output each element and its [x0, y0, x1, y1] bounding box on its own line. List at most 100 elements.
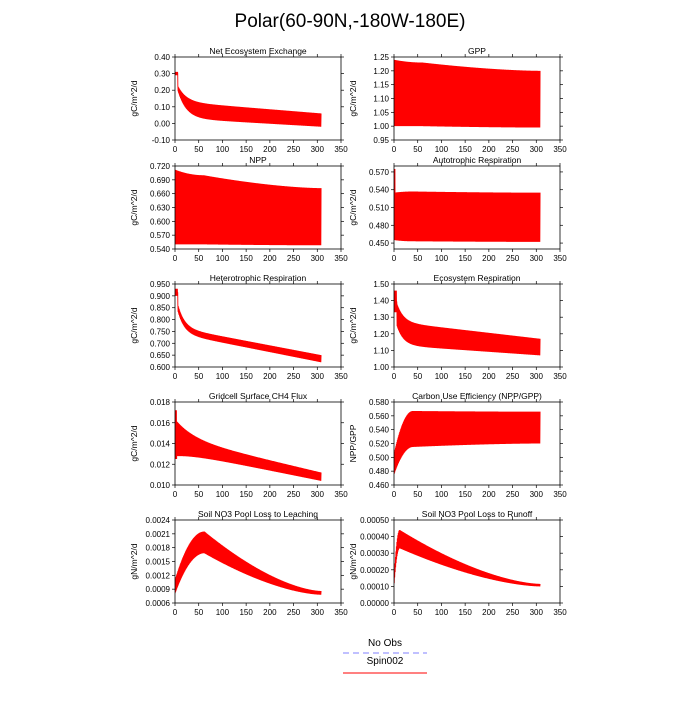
x-tick-label: 200: [482, 490, 496, 499]
panel-title: NPP: [249, 155, 267, 165]
x-tick-label: 100: [435, 490, 449, 499]
x-tick-label: 250: [287, 145, 301, 154]
x-tick-label: 250: [506, 608, 520, 617]
panel-grid: Net Ecosystem Exchange gC/m^2/d 0 50 100 150 2…: [129, 46, 567, 617]
x-tick-label: 300: [530, 608, 544, 617]
x-tick-label: 0: [173, 372, 178, 381]
panel-gpp: GPP gC/m^2/d 0 50 100 150 200 250 300 350 0.95 1.00…: [348, 46, 567, 154]
x-tick-label: 0: [173, 608, 178, 617]
x-tick-label: 200: [263, 372, 277, 381]
y-tick-label: 0.850: [150, 304, 171, 313]
x-tick-label: 50: [413, 145, 422, 154]
y-tick-label: 0.010: [150, 481, 171, 490]
series-line-spin002: [394, 529, 541, 587]
x-tick-label: 100: [216, 372, 230, 381]
y-tick-label: 0.510: [369, 204, 390, 213]
y-tick-label: 0.560: [369, 412, 390, 421]
x-tick-label: 200: [263, 490, 277, 499]
panel-soil-no3-pool-loss-to-leaching: Soil NO3 Pool Loss to Leaching gN/m^2/d 0 5…: [129, 509, 348, 617]
y-tick-label: 0.00050: [360, 516, 389, 525]
y-tick-label: 0.018: [150, 398, 171, 407]
x-tick-label: 200: [482, 608, 496, 617]
x-tick-label: 0: [173, 254, 178, 263]
x-tick-label: 100: [216, 254, 230, 263]
series-line-spin002: [175, 288, 322, 363]
x-tick-label: 150: [239, 372, 253, 381]
panel-title: GPP: [468, 46, 486, 56]
x-tick-label: 350: [553, 145, 567, 154]
y-tick-label: 1.05: [373, 108, 389, 117]
y-axis-label: gC/m^2/d: [348, 80, 358, 116]
y-axis-label: gC/m^2/d: [129, 80, 139, 116]
x-tick-label: 300: [311, 254, 325, 263]
x-tick-label: 50: [194, 254, 203, 263]
y-tick-label: 1.30: [373, 313, 389, 322]
x-tick-label: 0: [173, 490, 178, 499]
x-tick-label: 300: [311, 608, 325, 617]
legend-label-no-obs: No Obs: [368, 638, 402, 649]
plot-frame: [174, 56, 342, 141]
y-tick-label: 1.25: [373, 53, 389, 62]
y-tick-label: -0.10: [152, 136, 171, 145]
y-tick-label: 0.00040: [360, 533, 389, 542]
x-tick-label: 200: [482, 145, 496, 154]
y-tick-label: 0.00000: [360, 599, 389, 608]
panel-title: Gridcell Surface CH4 Flux: [209, 391, 308, 401]
y-tick-label: 0.480: [369, 221, 390, 230]
x-tick-label: 50: [194, 145, 203, 154]
y-tick-label: 0.540: [369, 186, 390, 195]
x-tick-label: 350: [553, 372, 567, 381]
y-tick-label: 1.00: [373, 363, 389, 372]
panel-title: Net Ecosystem Exchange: [209, 46, 307, 56]
x-tick-label: 150: [458, 254, 472, 263]
legend: No Obs Spin002: [343, 638, 427, 674]
y-tick-label: 0.580: [369, 398, 390, 407]
y-tick-label: 0.014: [150, 440, 171, 449]
x-tick-label: 0: [392, 490, 397, 499]
legend-label-spin002: Spin002: [367, 656, 404, 667]
x-tick-label: 0: [392, 372, 397, 381]
y-tick-label: 0.0012: [146, 571, 171, 580]
panel-title: Carbon Use Efficiency (NPP/GPP): [412, 391, 542, 401]
x-tick-label: 250: [506, 490, 520, 499]
x-tick-label: 300: [530, 490, 544, 499]
y-tick-label: 0.950: [150, 280, 171, 289]
x-tick-label: 300: [530, 145, 544, 154]
series-line-spin002: [394, 290, 541, 356]
x-tick-label: 0: [392, 254, 397, 263]
panel-soil-no3-pool-loss-to-runoff: Soil NO3 Pool Loss to Runoff gN/m^2/d 0 50 1…: [348, 509, 567, 617]
x-tick-label: 100: [216, 608, 230, 617]
x-tick-label: 50: [413, 490, 422, 499]
x-tick-label: 350: [334, 254, 348, 263]
y-tick-label: 0.00010: [360, 582, 389, 591]
x-tick-label: 50: [413, 254, 422, 263]
y-axis-label: gN/m^2/d: [129, 543, 139, 579]
x-tick-label: 250: [287, 608, 301, 617]
y-axis-label: gC/m^2/d: [129, 425, 139, 461]
y-tick-label: 0.0009: [146, 585, 171, 594]
y-tick-label: 0.016: [150, 419, 171, 428]
panel-gridcell-surface-ch4-flux: Gridcell Surface CH4 Flux gC/m^2/d 0 50 100 1…: [129, 391, 348, 499]
x-tick-label: 300: [530, 372, 544, 381]
series-line-spin002: [394, 410, 541, 474]
x-tick-label: 150: [458, 372, 472, 381]
x-tick-label: 100: [435, 372, 449, 381]
y-tick-label: 1.40: [373, 297, 389, 306]
x-tick-label: 350: [334, 145, 348, 154]
series-line-spin002: [175, 410, 322, 481]
y-tick-label: 0.012: [150, 460, 171, 469]
panel-ecosystem-respiration: Ecosystem Respiration gC/m^2/d 0 50 100 150 20…: [348, 273, 567, 381]
x-tick-label: 250: [287, 490, 301, 499]
panel-npp: NPP gC/m^2/d 0 50 100 150 200 250 300 350 0.540 0.5…: [129, 155, 348, 263]
plot-frame: [174, 283, 342, 368]
series-line-spin002: [394, 168, 541, 242]
y-tick-label: 0.570: [369, 168, 390, 177]
y-tick-label: 0.520: [369, 440, 390, 449]
x-tick-label: 100: [435, 254, 449, 263]
y-tick-label: 0.630: [150, 204, 171, 213]
y-tick-label: 0.540: [369, 426, 390, 435]
x-tick-label: 150: [458, 490, 472, 499]
y-tick-label: 0.30: [154, 70, 170, 79]
